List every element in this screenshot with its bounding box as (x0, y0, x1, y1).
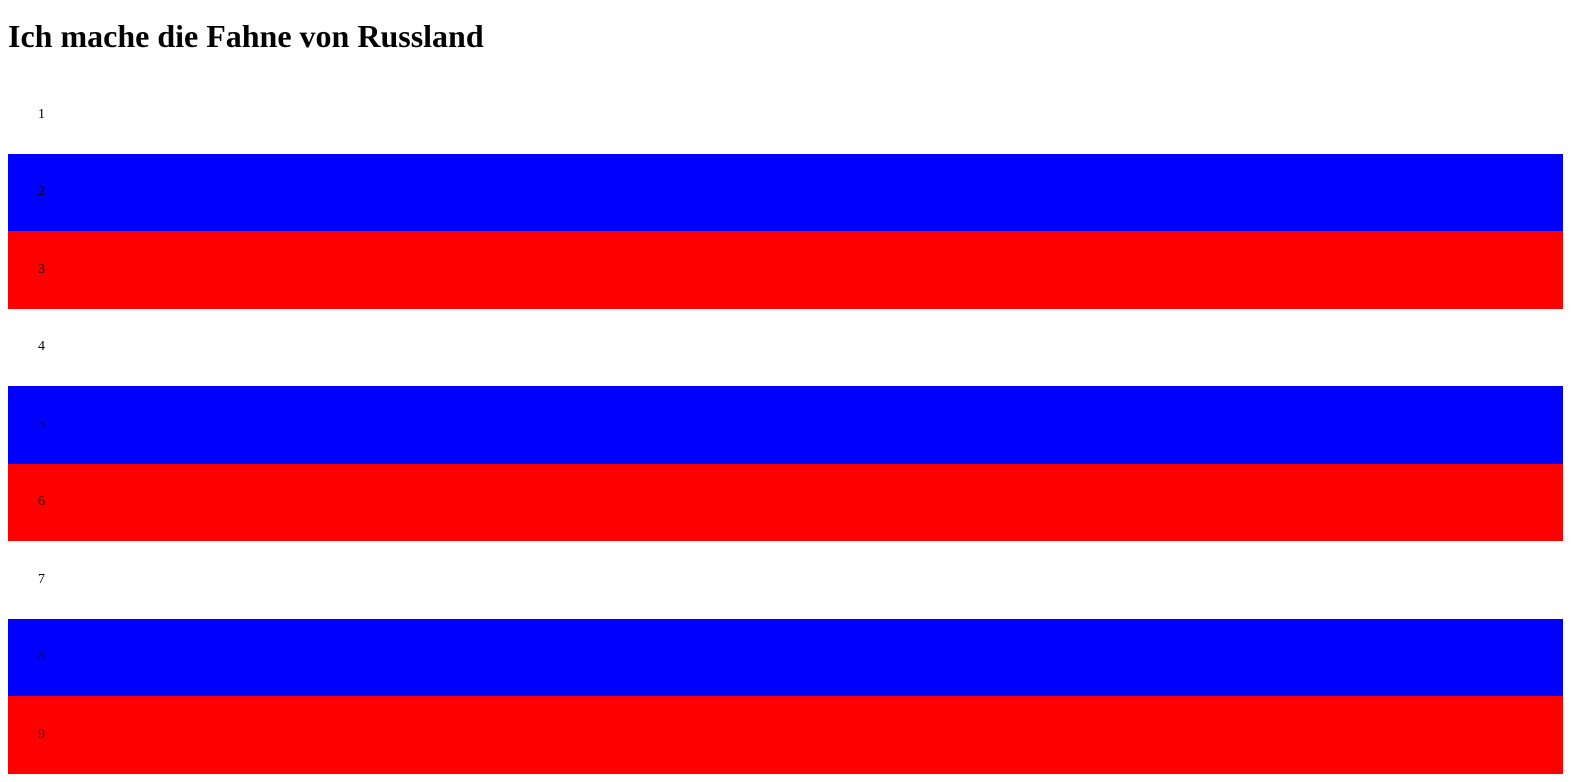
flag-stripe-1: 1 (8, 76, 1563, 154)
page-title: Ich mache die Fahne von Russland (8, 18, 484, 54)
stripe-number: 2 (38, 184, 45, 200)
flag-stripe-6: 6 (8, 463, 1563, 541)
stripe-number: 9 (38, 726, 45, 742)
flag-stripe-8: 8 (8, 618, 1563, 696)
flag-stripe-2: 2 (8, 153, 1563, 231)
flag-stripe-7: 7 (8, 541, 1563, 619)
flag-stripe-list: 1 2 3 4 5 6 7 8 9 (8, 76, 1563, 774)
flag-stripe-4: 4 (8, 308, 1563, 386)
stripe-number: 8 (38, 649, 45, 665)
stripe-number: 7 (38, 571, 45, 587)
stripe-number: 1 (38, 106, 45, 122)
stripe-number: 3 (38, 261, 45, 277)
stripe-number: 5 (38, 416, 45, 432)
stripe-number: 6 (38, 494, 45, 510)
flag-stripe-9: 9 (8, 696, 1563, 774)
flag-stripe-5: 5 (8, 386, 1563, 464)
flag-stripe-3: 3 (8, 231, 1563, 309)
stripe-number: 4 (38, 339, 45, 355)
